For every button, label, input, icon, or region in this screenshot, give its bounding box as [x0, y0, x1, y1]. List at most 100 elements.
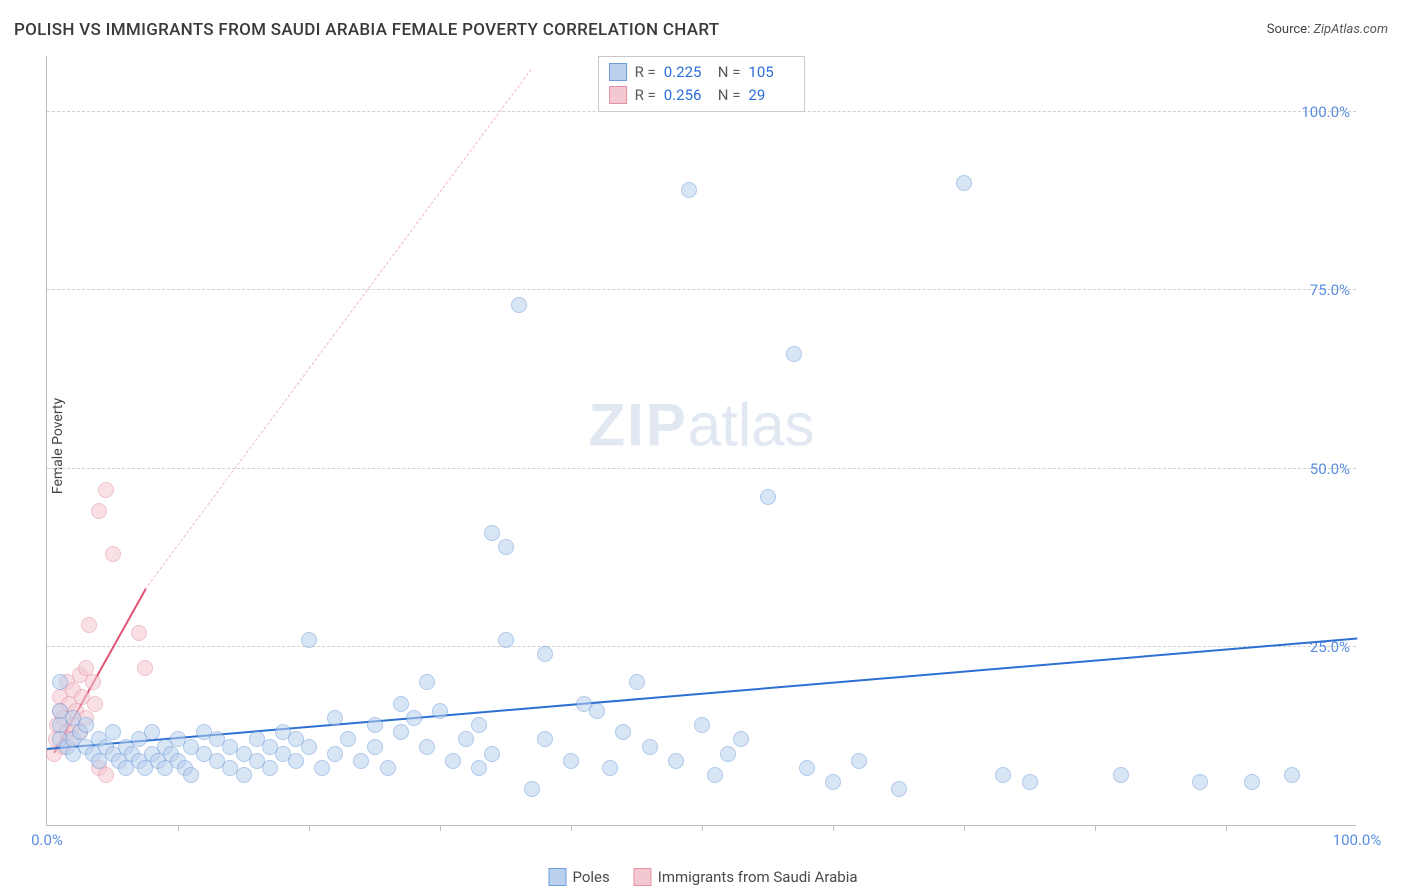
data-point — [393, 724, 409, 740]
data-point — [340, 731, 356, 747]
data-point — [367, 717, 383, 733]
source-label: Source: — [1267, 22, 1310, 37]
x-tick-mark — [571, 825, 572, 831]
x-tick-mark — [1226, 825, 1227, 831]
data-point — [720, 746, 736, 762]
y-tick-label: 100.0% — [1301, 103, 1350, 121]
x-tick-mark — [964, 825, 965, 831]
r-label-0: R = — [635, 61, 656, 84]
data-point — [799, 760, 815, 776]
y-tick-label: 50.0% — [1310, 460, 1350, 478]
plot-area: ZIPatlas R = 0.225 N = 105 R = 0.256 N =… — [46, 56, 1356, 826]
data-point — [1022, 774, 1038, 790]
stats-row-saudi: R = 0.256 N = 29 — [609, 84, 795, 107]
data-point — [707, 767, 723, 783]
trend-line — [145, 68, 532, 589]
data-point — [393, 696, 409, 712]
gridline — [47, 468, 1356, 469]
data-point — [183, 767, 199, 783]
legend-swatch-poles — [548, 868, 566, 886]
data-point — [1192, 774, 1208, 790]
data-point — [314, 760, 330, 776]
r-value-0: 0.225 — [664, 61, 710, 84]
legend-item-saudi: Immigrants from Saudi Arabia — [634, 868, 858, 886]
data-point — [353, 753, 369, 769]
n-value-0: 105 — [748, 61, 794, 84]
data-point — [484, 525, 500, 541]
data-point — [288, 753, 304, 769]
watermark-zip: ZIP — [588, 392, 687, 459]
data-point — [105, 724, 121, 740]
data-point — [87, 696, 103, 712]
x-tick-mark — [833, 825, 834, 831]
data-point — [498, 632, 514, 648]
watermark-atlas: atlas — [688, 392, 815, 459]
data-point — [471, 760, 487, 776]
data-point — [694, 717, 710, 733]
data-point — [681, 182, 697, 198]
chart-container: POLISH VS IMMIGRANTS FROM SAUDI ARABIA F… — [0, 0, 1406, 892]
data-point — [484, 746, 500, 762]
x-tick-mark — [309, 825, 310, 831]
data-point — [615, 724, 631, 740]
data-point — [1113, 767, 1129, 783]
data-point — [91, 503, 107, 519]
chart-title: POLISH VS IMMIGRANTS FROM SAUDI ARABIA F… — [14, 20, 719, 40]
data-point — [1244, 774, 1260, 790]
legend-swatch-saudi — [634, 868, 652, 886]
gridline — [47, 289, 1356, 290]
data-point — [956, 175, 972, 191]
stats-row-poles: R = 0.225 N = 105 — [609, 61, 795, 84]
data-point — [760, 489, 776, 505]
data-point — [78, 717, 94, 733]
trend-line — [47, 638, 1357, 751]
data-point — [262, 760, 278, 776]
data-point — [563, 753, 579, 769]
data-point — [81, 617, 97, 633]
data-point — [825, 774, 841, 790]
data-point — [733, 731, 749, 747]
data-point — [236, 767, 252, 783]
legend-label-saudi: Immigrants from Saudi Arabia — [658, 868, 858, 886]
legend-label-poles: Poles — [572, 868, 609, 886]
source-attribution: Source: ZipAtlas.com — [1267, 22, 1388, 37]
legend-item-poles: Poles — [548, 868, 609, 886]
x-tick-mark — [702, 825, 703, 831]
swatch-poles — [609, 63, 627, 81]
data-point — [642, 739, 658, 755]
data-point — [419, 674, 435, 690]
data-point — [995, 767, 1011, 783]
data-point — [419, 739, 435, 755]
data-point — [537, 731, 553, 747]
data-point — [406, 710, 422, 726]
source-value: ZipAtlas.com — [1313, 22, 1388, 37]
data-point — [589, 703, 605, 719]
data-point — [458, 731, 474, 747]
data-point — [105, 546, 121, 562]
data-point — [301, 739, 317, 755]
data-point — [144, 724, 160, 740]
data-point — [891, 781, 907, 797]
data-point — [131, 625, 147, 641]
stats-legend: R = 0.225 N = 105 R = 0.256 N = 29 — [598, 56, 806, 112]
x-tick-label: 0.0% — [31, 831, 63, 849]
data-point — [537, 646, 553, 662]
x-tick-mark — [178, 825, 179, 831]
data-point — [432, 703, 448, 719]
gridline — [47, 646, 1356, 647]
data-point — [137, 660, 153, 676]
n-label-1: N = — [718, 84, 741, 107]
r-value-1: 0.256 — [664, 84, 710, 107]
swatch-saudi — [609, 86, 627, 104]
data-point — [52, 674, 68, 690]
data-point — [524, 781, 540, 797]
data-point — [498, 539, 514, 555]
data-point — [851, 753, 867, 769]
x-tick-mark — [440, 825, 441, 831]
x-tick-mark — [1095, 825, 1096, 831]
gridline — [47, 111, 1356, 112]
data-point — [445, 753, 461, 769]
data-point — [471, 717, 487, 733]
n-value-1: 29 — [748, 84, 794, 107]
data-point — [98, 482, 114, 498]
